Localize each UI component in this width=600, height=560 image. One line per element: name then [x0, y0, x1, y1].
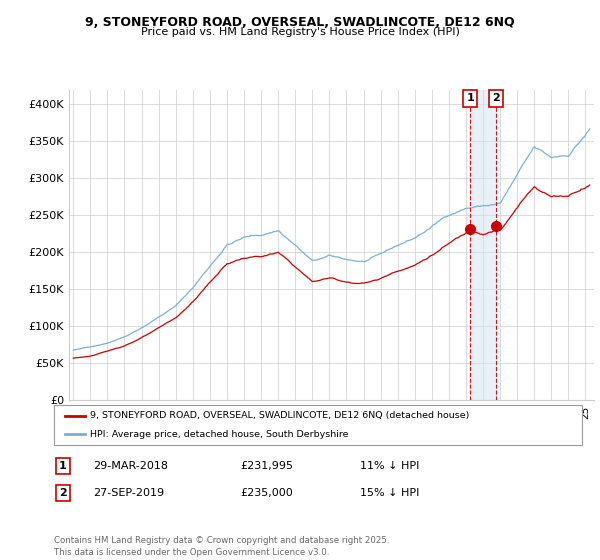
- Text: 29-MAR-2018: 29-MAR-2018: [93, 461, 168, 471]
- Text: 15% ↓ HPI: 15% ↓ HPI: [360, 488, 419, 498]
- Text: 9, STONEYFORD ROAD, OVERSEAL, SWADLINCOTE, DE12 6NQ: 9, STONEYFORD ROAD, OVERSEAL, SWADLINCOT…: [85, 16, 515, 29]
- Text: £235,000: £235,000: [240, 488, 293, 498]
- Text: £231,995: £231,995: [240, 461, 293, 471]
- Text: HPI: Average price, detached house, South Derbyshire: HPI: Average price, detached house, Sout…: [90, 430, 349, 439]
- Text: Price paid vs. HM Land Registry's House Price Index (HPI): Price paid vs. HM Land Registry's House …: [140, 27, 460, 37]
- Text: 1: 1: [466, 94, 474, 104]
- Text: 27-SEP-2019: 27-SEP-2019: [93, 488, 164, 498]
- Text: 2: 2: [59, 488, 67, 498]
- Text: 2: 2: [492, 94, 500, 104]
- Text: 11% ↓ HPI: 11% ↓ HPI: [360, 461, 419, 471]
- Text: Contains HM Land Registry data © Crown copyright and database right 2025.
This d: Contains HM Land Registry data © Crown c…: [54, 536, 389, 557]
- Text: 9, STONEYFORD ROAD, OVERSEAL, SWADLINCOTE, DE12 6NQ (detached house): 9, STONEYFORD ROAD, OVERSEAL, SWADLINCOT…: [90, 411, 469, 420]
- Text: 1: 1: [59, 461, 67, 471]
- Bar: [470, 90, 496, 400]
